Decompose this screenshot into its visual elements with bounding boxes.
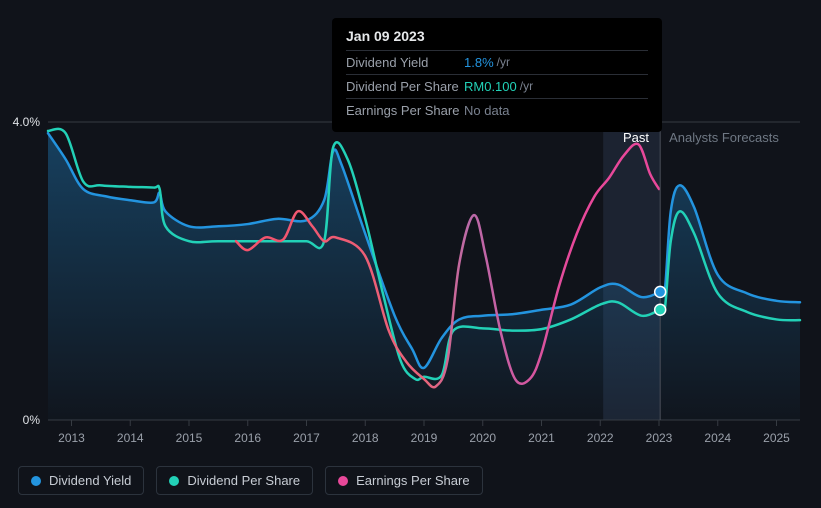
tooltip-unit: /yr	[520, 79, 533, 94]
svg-text:0%: 0%	[23, 413, 41, 427]
legend-dot-icon	[31, 476, 41, 486]
svg-text:2019: 2019	[411, 431, 438, 445]
svg-text:2023: 2023	[646, 431, 673, 445]
svg-text:2024: 2024	[704, 431, 731, 445]
tooltip-value: 1.8%	[464, 55, 494, 70]
legend-dot-icon	[338, 476, 348, 486]
svg-text:2015: 2015	[176, 431, 203, 445]
svg-text:2021: 2021	[528, 431, 555, 445]
legend-label: Earnings Per Share	[356, 473, 469, 488]
svg-text:2017: 2017	[293, 431, 320, 445]
tooltip-label: Dividend Yield	[346, 55, 464, 70]
tooltip-row: Dividend Yield 1.8% /yr	[346, 50, 648, 74]
legend-item-dividend-yield[interactable]: Dividend Yield	[18, 466, 144, 495]
legend-label: Dividend Yield	[49, 473, 131, 488]
chart-legend: Dividend Yield Dividend Per Share Earnin…	[18, 466, 483, 495]
svg-text:2022: 2022	[587, 431, 614, 445]
legend-label: Dividend Per Share	[187, 473, 300, 488]
svg-text:Past: Past	[623, 130, 649, 145]
svg-text:2018: 2018	[352, 431, 379, 445]
legend-item-dividend-per-share[interactable]: Dividend Per Share	[156, 466, 313, 495]
svg-text:2025: 2025	[763, 431, 790, 445]
legend-dot-icon	[169, 476, 179, 486]
svg-text:2013: 2013	[58, 431, 85, 445]
tooltip-unit: /yr	[497, 55, 510, 70]
svg-text:2014: 2014	[117, 431, 144, 445]
tooltip-value: No data	[464, 103, 510, 118]
svg-text:2016: 2016	[234, 431, 261, 445]
tooltip-row: Earnings Per Share No data	[346, 98, 648, 122]
legend-item-earnings-per-share[interactable]: Earnings Per Share	[325, 466, 482, 495]
tooltip-label: Earnings Per Share	[346, 103, 464, 118]
tooltip-date: Jan 09 2023	[346, 28, 648, 44]
svg-text:4.0%: 4.0%	[13, 115, 41, 129]
tooltip-label: Dividend Per Share	[346, 79, 464, 94]
chart-tooltip: Jan 09 2023 Dividend Yield 1.8% /yr Divi…	[332, 18, 662, 132]
svg-text:Analysts Forecasts: Analysts Forecasts	[669, 130, 779, 145]
tooltip-row: Dividend Per Share RM0.100 /yr	[346, 74, 648, 98]
tooltip-value: RM0.100	[464, 79, 517, 94]
svg-text:2020: 2020	[469, 431, 496, 445]
